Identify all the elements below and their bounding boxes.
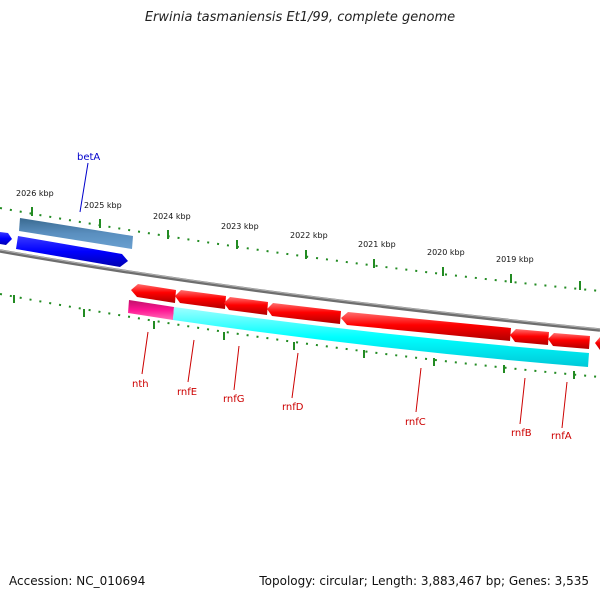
- accession-label: Accession: NC_010694: [9, 574, 146, 588]
- gene-label-nth: nth: [132, 379, 149, 390]
- leader-line-rnfD: [291, 352, 299, 399]
- gene-arrow-rnfD: [267, 303, 341, 324]
- gene-label-betA: betA: [77, 152, 100, 163]
- tick-label: 2019 kbp: [496, 255, 534, 264]
- leader-line-nth: [141, 331, 149, 375]
- tick-label: 2023 kbp: [221, 222, 259, 231]
- inner-major-ticks: [13, 295, 575, 379]
- gene-arrow-rnfG: [224, 297, 268, 315]
- leader-line-rnfE: [187, 339, 195, 383]
- tick-label: 2025 kbp: [84, 201, 122, 210]
- leader-line-rnfB: [519, 377, 526, 425]
- genome-title: Erwinia tasmaniensis Et1/99, complete ge…: [144, 10, 456, 25]
- tick-label: 2026 kbp: [16, 189, 54, 198]
- gene-arrow-rnfE: [175, 290, 226, 309]
- tick-label: 2022 kbp: [290, 231, 328, 240]
- gene-arrow-rnfC: [341, 312, 511, 341]
- gene-arrow-rnfA: [548, 333, 590, 349]
- leader-line-rnfG: [233, 345, 240, 391]
- cds-band-minus: [19, 218, 133, 249]
- outer-major-ticks: [31, 207, 581, 290]
- gene-arrow-betA: [16, 236, 128, 267]
- gene-label-rnfC: rnfC: [405, 417, 426, 428]
- gene-arrow-next-red: [595, 337, 600, 350]
- tick-label: 2020 kbp: [427, 248, 465, 257]
- gene-label-rnfG: rnfG: [223, 394, 245, 405]
- gene-arrow-nth: [131, 284, 176, 303]
- gene-arrow-upstream-blue: [0, 232, 12, 245]
- backbone-highlight: [0, 249, 600, 330]
- tick-label: 2021 kbp: [358, 240, 396, 249]
- gene-arrow-rnfB: [510, 329, 549, 345]
- tick-label: 2024 kbp: [153, 212, 191, 221]
- leader-line-rnfA: [561, 381, 568, 429]
- leader-line-betA: [79, 162, 89, 213]
- leader-line-rnfC: [415, 367, 422, 413]
- outer-tick-ring: [0, 207, 600, 292]
- genome-backbone: [0, 249, 600, 332]
- inner-tick-ring: [0, 293, 600, 378]
- gene-label-rnfE: rnfE: [177, 387, 197, 398]
- genome-summary: Topology: circular; Length: 3,883,467 bp…: [259, 574, 589, 588]
- cds-band-plus: [173, 307, 589, 367]
- gene-label-rnfD: rnfD: [282, 402, 304, 413]
- gene-label-rnfA: rnfA: [551, 431, 572, 442]
- gene-label-rnfB: rnfB: [511, 428, 532, 439]
- cds-band-nth: [128, 300, 174, 320]
